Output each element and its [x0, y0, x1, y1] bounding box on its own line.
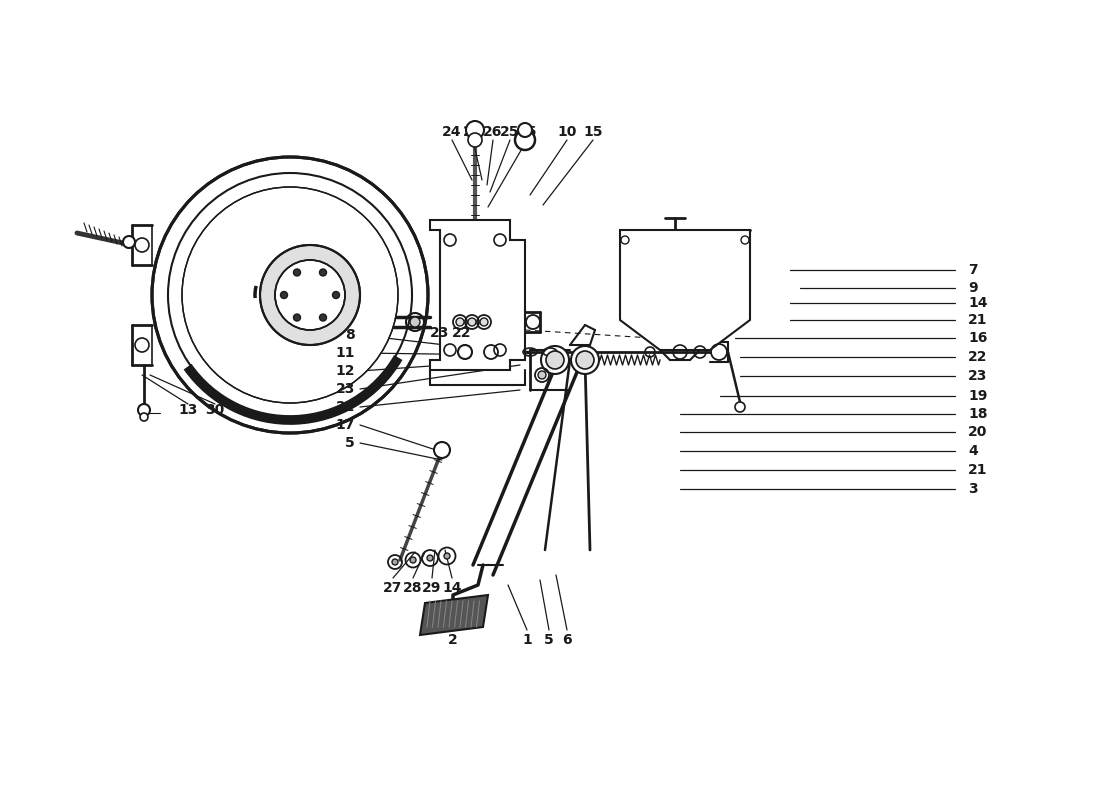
Circle shape — [123, 236, 135, 248]
Text: 3: 3 — [968, 482, 978, 496]
Circle shape — [138, 404, 150, 416]
Text: 29: 29 — [422, 581, 442, 595]
Circle shape — [444, 553, 450, 559]
Circle shape — [735, 402, 745, 412]
Text: 24: 24 — [442, 125, 462, 139]
Circle shape — [182, 187, 398, 403]
Text: 14: 14 — [442, 581, 462, 595]
Circle shape — [466, 121, 484, 139]
Circle shape — [294, 269, 300, 276]
Text: 13: 13 — [178, 403, 198, 417]
Circle shape — [480, 318, 488, 326]
Text: 22: 22 — [452, 326, 472, 340]
Text: 5: 5 — [544, 633, 554, 647]
Text: 9: 9 — [968, 281, 978, 295]
Circle shape — [468, 318, 476, 326]
Circle shape — [275, 260, 345, 330]
Text: 4: 4 — [968, 444, 978, 458]
Text: 6: 6 — [562, 633, 572, 647]
Circle shape — [319, 314, 327, 321]
Text: 11: 11 — [336, 346, 355, 360]
Text: 23: 23 — [336, 382, 355, 396]
Circle shape — [410, 557, 416, 563]
Text: 16: 16 — [968, 331, 988, 345]
Circle shape — [427, 555, 433, 561]
Text: 15: 15 — [517, 125, 537, 139]
Circle shape — [280, 291, 287, 298]
Polygon shape — [620, 230, 750, 350]
Text: 22: 22 — [336, 400, 355, 414]
Text: 1: 1 — [522, 633, 532, 647]
Text: 28: 28 — [404, 581, 422, 595]
Text: 18: 18 — [968, 407, 988, 421]
Circle shape — [140, 413, 148, 421]
Text: 23: 23 — [968, 369, 988, 383]
Text: 21: 21 — [463, 125, 483, 139]
Circle shape — [434, 442, 450, 458]
Text: 7: 7 — [968, 263, 978, 277]
Text: 19: 19 — [968, 389, 988, 403]
Circle shape — [392, 559, 398, 565]
Text: 12: 12 — [336, 364, 355, 378]
Text: 27: 27 — [383, 581, 403, 595]
Circle shape — [294, 314, 300, 321]
Circle shape — [518, 123, 532, 137]
Text: 25: 25 — [500, 125, 519, 139]
Text: 2: 2 — [448, 633, 458, 647]
Circle shape — [458, 345, 472, 359]
Polygon shape — [430, 220, 525, 370]
Text: 22: 22 — [968, 350, 988, 364]
Text: 21: 21 — [968, 463, 988, 477]
Text: 30: 30 — [206, 403, 224, 417]
Text: 14: 14 — [968, 296, 988, 310]
Circle shape — [546, 351, 564, 369]
Circle shape — [152, 157, 428, 433]
Circle shape — [468, 133, 482, 147]
Text: 15: 15 — [583, 125, 603, 139]
Polygon shape — [420, 595, 488, 635]
Circle shape — [571, 346, 600, 374]
Text: 8: 8 — [345, 328, 355, 342]
Circle shape — [576, 351, 594, 369]
Text: 21: 21 — [968, 313, 988, 327]
Text: 23: 23 — [430, 326, 450, 340]
Circle shape — [538, 371, 546, 379]
Circle shape — [260, 245, 360, 345]
Circle shape — [319, 269, 327, 276]
Text: 26: 26 — [483, 125, 503, 139]
Text: 20: 20 — [968, 425, 988, 439]
Circle shape — [515, 130, 535, 150]
Text: 17: 17 — [336, 418, 355, 432]
Circle shape — [410, 317, 420, 327]
Text: 5: 5 — [345, 436, 355, 450]
Text: 10: 10 — [558, 125, 576, 139]
Circle shape — [541, 346, 569, 374]
Circle shape — [332, 291, 340, 298]
Circle shape — [456, 318, 464, 326]
